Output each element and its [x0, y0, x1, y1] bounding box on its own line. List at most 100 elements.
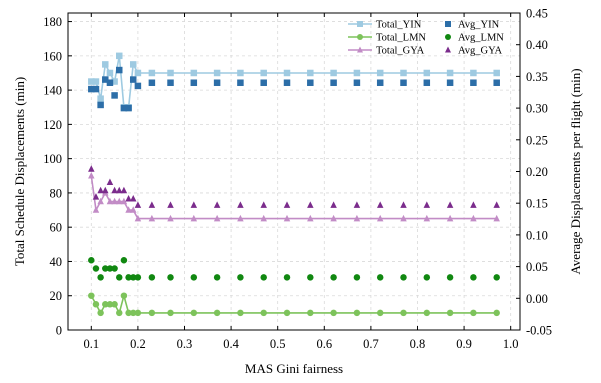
y-left-tick-label: 20 [50, 289, 63, 303]
data-point-avg-gya [423, 201, 431, 208]
gridlines [68, 13, 520, 331]
data-point-total-yin [353, 69, 361, 77]
legend-swatch-marker [357, 34, 363, 40]
data-point-avg-yin [283, 79, 291, 86]
data-point-total-yin [213, 69, 221, 77]
data-point-avg-gya [283, 201, 291, 208]
data-point-total-lmn [237, 309, 244, 317]
data-point-total-gya [97, 197, 104, 205]
axis-ticks: 0.1 0.2 0.3 0.4 0.5 0.6 0.7 0.8 0.9 1.0 0 20 40 60 80 1… [43, 7, 552, 352]
legend-swatch-marker [357, 46, 363, 53]
data-point-total-yin [134, 69, 142, 77]
data-point-avg-yin [167, 79, 174, 86]
data-point-avg-yin [260, 79, 267, 86]
data-point-total-gya [129, 206, 137, 213]
x-tick-label: 0.7 [363, 337, 379, 351]
data-point-total-yin [400, 69, 407, 77]
data-point-total-gya [111, 197, 118, 205]
data-point-avg-lmn [470, 274, 477, 281]
data-point-avg-lmn [134, 274, 142, 281]
x-tick-label: 0.1 [83, 337, 99, 351]
data-point-total-gya [283, 214, 291, 222]
data-point-avg-yin [330, 79, 337, 86]
data-point-avg-yin [190, 79, 198, 86]
data-point-total-lmn [283, 309, 291, 317]
data-point-avg-yin [237, 79, 244, 86]
data-point-total-lmn [92, 301, 100, 308]
data-point-avg-lmn [237, 274, 244, 281]
data-point-total-yin [190, 69, 198, 77]
data-point-total-gya [88, 172, 95, 179]
data-point-avg-lmn [376, 274, 384, 281]
series-avg-gya [88, 165, 500, 208]
series-avg-yin [88, 66, 500, 112]
data-point-total-lmn [493, 309, 500, 317]
data-point-avg-gya [260, 201, 267, 208]
data-point-avg-gya [446, 201, 454, 208]
y-left-tick-label: 140 [43, 84, 62, 98]
y-axis-right-title: Average Displacements per flight (min) [568, 68, 583, 274]
data-point-avg-yin [129, 76, 137, 83]
data-point-avg-yin [88, 85, 95, 93]
data-point-avg-lmn [330, 274, 337, 281]
data-point-total-lmn [470, 309, 477, 317]
y-left-tick-label: 100 [43, 152, 62, 166]
plot-frame [67, 12, 521, 331]
data-point-total-gya [125, 206, 132, 213]
data-point-avg-gya [330, 201, 337, 208]
data-point-avg-lmn [116, 274, 123, 281]
data-point-avg-gya [470, 201, 477, 208]
data-point-avg-gya [92, 193, 100, 200]
data-point-total-lmn [129, 309, 137, 317]
data-point-total-gya [167, 214, 174, 222]
data-point-avg-yin [353, 79, 361, 86]
data-point-avg-gya [111, 186, 118, 194]
data-point-avg-gya [493, 201, 500, 208]
y-left-tick-label: 0 [56, 324, 62, 338]
data-point-total-gya [423, 214, 431, 222]
data-point-total-gya [190, 214, 198, 222]
data-point-avg-lmn [167, 274, 174, 281]
y-left-tick-label: 80 [50, 186, 63, 200]
data-point-avg-yin [97, 101, 104, 109]
series-total-gya [88, 172, 500, 222]
data-point-avg-gya [120, 186, 128, 194]
data-point-avg-lmn [88, 257, 95, 264]
data-point-avg-lmn [423, 274, 431, 281]
data-point-avg-lmn [92, 265, 100, 272]
y-left-tick-label: 60 [50, 221, 63, 235]
data-point-total-lmn [260, 309, 267, 317]
y-right-tick-label: 0.30 [526, 102, 548, 116]
data-point-total-lmn [213, 309, 221, 317]
data-point-avg-lmn [353, 274, 361, 281]
data-point-total-gya [353, 214, 361, 222]
data-point-avg-gya [400, 201, 407, 208]
y-right-tick-label: 0.45 [526, 7, 548, 21]
data-point-total-yin [97, 95, 104, 102]
data-point-total-lmn [353, 309, 361, 317]
data-point-total-yin [102, 61, 109, 68]
x-tick-label: 0.8 [410, 337, 426, 351]
x-tick-label: 1.0 [503, 337, 519, 351]
legend-label-total-yin: Total_YIN [376, 20, 422, 31]
data-point-avg-yin [423, 79, 431, 86]
data-point-total-yin [376, 69, 384, 77]
data-point-avg-yin [470, 79, 477, 86]
data-point-avg-lmn [493, 274, 500, 281]
data-point-avg-yin [125, 104, 132, 112]
y-right-tick-label: 0.15 [526, 197, 548, 211]
data-point-total-lmn [134, 309, 142, 317]
data-point-avg-lmn [190, 274, 198, 281]
data-point-total-gya [116, 197, 123, 205]
data-point-total-yin [92, 78, 100, 85]
data-point-total-yin [493, 69, 500, 77]
data-point-avg-yin [102, 76, 109, 83]
data-point-avg-lmn [111, 265, 118, 272]
data-point-avg-lmn [446, 274, 454, 281]
data-point-avg-gya [307, 201, 314, 208]
data-point-total-gya [260, 214, 267, 222]
legend-swatch-marker [445, 34, 451, 40]
data-point-avg-lmn [283, 274, 291, 281]
data-point-total-gya [237, 214, 244, 222]
data-point-total-yin [307, 69, 314, 77]
